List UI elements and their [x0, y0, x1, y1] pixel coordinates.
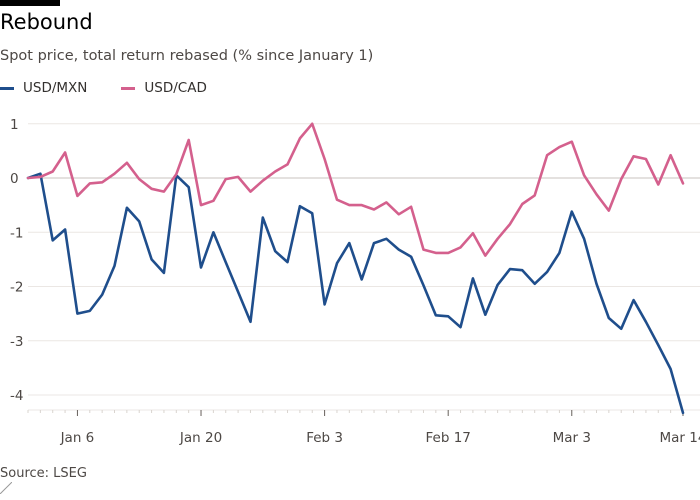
chart-title: Rebound — [0, 10, 93, 34]
x-tick-label: Jan 6 — [60, 430, 95, 446]
y-tick-label: -4 — [10, 388, 23, 404]
y-tick-label: 1 — [10, 117, 19, 133]
x-tick-label: Mar 14 — [660, 430, 700, 446]
brand-bar — [0, 0, 60, 6]
series-line-usdcad — [26, 122, 685, 257]
legend-item-usdcad: USD/CAD — [121, 80, 207, 96]
legend-label-usdmxn: USD/MXN — [23, 80, 88, 96]
legend-swatch-usdmxn — [0, 86, 14, 90]
legend: USD/MXN USD/CAD — [0, 80, 241, 96]
y-tick-label: 0 — [10, 171, 19, 187]
legend-swatch-usdcad — [121, 86, 136, 90]
y-tick-label: -2 — [10, 280, 23, 296]
y-tick-label: -3 — [10, 334, 23, 350]
x-tick-label: Jan 20 — [179, 430, 222, 446]
legend-label-usdcad: USD/CAD — [144, 80, 207, 96]
x-tick-label: Mar 3 — [553, 430, 591, 446]
legend-item-usdmxn: USD/MXN — [0, 80, 87, 96]
corner-mark — [0, 482, 12, 494]
chart-subtitle: Spot price, total return rebased (% sinc… — [0, 48, 374, 64]
x-tick-label: Feb 3 — [306, 430, 343, 446]
source-note: Source: LSEG — [0, 466, 87, 481]
x-tick-label: Feb 17 — [426, 430, 471, 446]
series-line-usdmxn — [26, 172, 685, 415]
y-tick-label: -1 — [10, 225, 23, 241]
